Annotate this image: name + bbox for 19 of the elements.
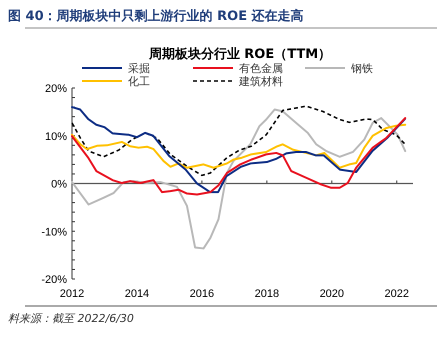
- legend-label: 有色金属: [239, 62, 283, 75]
- chart-title: 周期板块分行业 ROE（TTM）: [148, 47, 332, 62]
- legend-label: 化工: [128, 75, 150, 88]
- x-tick-label: 2016: [190, 288, 214, 300]
- y-tick-label: 20%: [44, 83, 68, 95]
- y-tick-label: 10%: [44, 130, 68, 143]
- chart-subtitle: 图 40：周期板块中只剩上游行业的 ROE 还在走高: [8, 8, 304, 24]
- y-tick-label: -20%: [41, 274, 68, 286]
- x-tick-label: 2018: [254, 288, 280, 300]
- y-tick-label: -10%: [41, 226, 68, 238]
- x-tick-label: 2014: [124, 288, 150, 300]
- y-tick-label: 0%: [51, 178, 68, 190]
- x-tick-label: 2012: [60, 288, 84, 300]
- legend-label: 采掘: [128, 62, 150, 75]
- x-tick-label: 2020: [320, 288, 344, 300]
- text: 料来源：截至 2022/6/30: [8, 312, 134, 325]
- legend-label: 钢铁: [350, 62, 373, 75]
- legend-label: 建筑材料: [238, 75, 283, 88]
- x-tick-label: 2022: [384, 288, 410, 300]
